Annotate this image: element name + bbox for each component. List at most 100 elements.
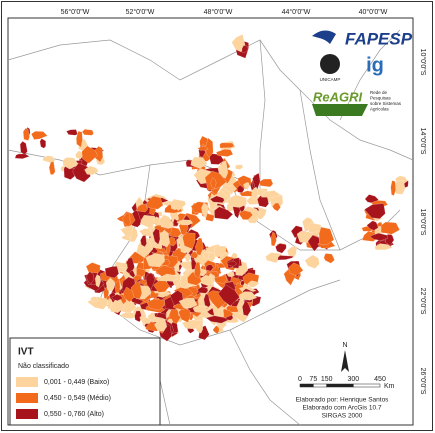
municipality (39, 138, 46, 149)
north-arrow: N (341, 342, 349, 372)
municipality (218, 284, 240, 307)
municipality (243, 182, 250, 190)
municipality (176, 219, 193, 226)
reagri-subtitle-line: Pesquisas (370, 96, 392, 101)
municipality (195, 237, 204, 256)
legend-label: 0,001 - 0,449 (Baixo) (44, 379, 109, 386)
municipality (145, 273, 155, 290)
municipality (201, 202, 209, 220)
unicamp-mark (320, 54, 340, 74)
scale-segment (313, 383, 327, 388)
municipality (152, 228, 161, 245)
municipality (219, 160, 229, 179)
legend: Não classificado 0,001 - 0,449 (Baixo) 0,4… (16, 363, 111, 419)
municipality (238, 210, 253, 220)
municipality (197, 145, 209, 151)
municipality (128, 269, 136, 278)
municipality (200, 274, 213, 287)
municipality (31, 131, 48, 140)
municipality (205, 264, 214, 272)
municipality (146, 195, 164, 210)
municipality (241, 45, 249, 54)
municipality (178, 297, 198, 309)
municipality (213, 245, 227, 258)
municipality (197, 286, 209, 294)
municipality (209, 195, 225, 203)
municipality (366, 220, 379, 231)
municipality (179, 275, 189, 289)
latitude-label: 26°0'0"S (419, 368, 427, 395)
municipality (369, 232, 389, 241)
legend-label: 0,550 - 0,760 (Alto) (44, 411, 104, 418)
scale-segment (299, 383, 314, 388)
latitude-label: 10°0'0"S (419, 49, 427, 76)
municipality (226, 194, 247, 208)
north-arrow-shape (341, 350, 349, 372)
municipality (184, 252, 191, 263)
municipality (304, 254, 320, 269)
municipality (307, 235, 321, 252)
municipality (85, 271, 95, 285)
unicamp-logo: UNICAMP (320, 77, 341, 82)
reagri-subtitle-line: sobre Sistemas (370, 101, 402, 106)
municipality (214, 206, 234, 220)
municipality (76, 130, 83, 148)
municipality (286, 246, 298, 259)
municipality (158, 214, 172, 229)
scale-tick-label: 450 (374, 376, 386, 383)
longitude-label: 52°0'0"W (126, 8, 155, 16)
municipality (288, 262, 304, 276)
municipality (205, 315, 229, 324)
municipality (261, 190, 281, 198)
credit-line: Elaborado por: Henrique Santos (296, 397, 390, 404)
municipality (81, 129, 94, 136)
municipality (122, 212, 131, 227)
north-label: N (342, 342, 347, 349)
municipality (242, 299, 252, 317)
reagri-subtitle-line: Rede de (370, 90, 388, 95)
municipality (364, 203, 386, 219)
municipality (122, 286, 135, 303)
credit-line: Elaborado com ArcGis 10.7 (302, 405, 382, 412)
municipality (239, 291, 257, 301)
municipality (136, 235, 154, 258)
municipality (277, 255, 294, 261)
legend-title: IVT (18, 347, 34, 358)
municipality (107, 298, 113, 309)
municipality (181, 319, 203, 330)
legend-swatch (16, 377, 38, 387)
municipality (307, 222, 322, 233)
municipality (265, 252, 283, 264)
municipality (89, 296, 98, 302)
municipality-patches (14, 34, 409, 342)
municipality (374, 243, 393, 251)
municipality (130, 281, 143, 300)
municipality (81, 145, 98, 164)
ig-logo: ig (366, 54, 384, 76)
municipality (235, 164, 244, 170)
municipality (203, 293, 211, 308)
municipality (168, 199, 187, 211)
municipality (154, 318, 168, 332)
municipality (194, 261, 201, 279)
reagri-logo: ReAGRI (313, 89, 363, 104)
longitude-label: 40°0'0"W (359, 8, 388, 16)
municipality (104, 266, 119, 279)
graticule-labels: 56°0'0"W 52°0'0"W 48°0'0"W 44°0'0"W 40°0'0"W… (61, 8, 428, 395)
longitude-label: 48°0'0"W (204, 8, 233, 16)
reagri-subtitle-line: Agrícolas (370, 107, 390, 112)
scale-segment (353, 383, 381, 388)
municipality (14, 153, 30, 159)
municipality (390, 180, 396, 196)
municipality (318, 226, 335, 245)
credits: Elaborado por: Henrique SantosElaborado … (296, 397, 390, 420)
legend-swatch (16, 409, 38, 419)
municipality (251, 186, 259, 200)
fapesp-mark (312, 30, 336, 44)
municipality (159, 273, 179, 282)
municipality (270, 231, 277, 247)
municipality (272, 202, 281, 212)
municipality (178, 307, 191, 323)
scale-tick-label: 0 (298, 376, 302, 383)
